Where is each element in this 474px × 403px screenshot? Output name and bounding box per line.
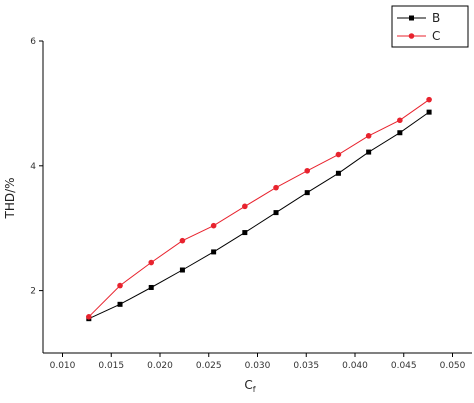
series-b-point <box>273 210 279 216</box>
series-b-point <box>242 230 248 236</box>
series-b-point <box>117 301 123 307</box>
series-c-line <box>88 99 430 318</box>
series-b-point <box>304 190 310 196</box>
series-c-point <box>86 314 92 320</box>
legend-item-b-marker <box>409 15 414 21</box>
series-b-point <box>366 149 372 155</box>
y-ticks: 2 4 6 <box>30 37 43 297</box>
legend-item-c-label: C <box>432 29 440 43</box>
series-b-point <box>335 170 341 176</box>
legend-items: BC <box>397 11 440 43</box>
x-tick-label: 0.045 <box>391 361 417 371</box>
x-tick-label: 0.025 <box>196 361 222 371</box>
series-b-point <box>211 249 217 255</box>
series-c-point <box>365 133 372 139</box>
x-tick-label: 0.030 <box>245 361 271 371</box>
series-b-point <box>179 267 185 273</box>
x-tick-label: 0.015 <box>98 361 124 371</box>
series-c-point <box>210 222 217 229</box>
axes <box>42 41 472 354</box>
series-c-point <box>273 184 279 191</box>
series-b-point <box>426 109 432 115</box>
series-b-point <box>148 284 154 290</box>
y-tick-label: 6 <box>30 37 36 47</box>
series-c-point <box>242 203 248 210</box>
series-c-point <box>426 96 432 103</box>
x-tick-label: 0.010 <box>50 361 76 371</box>
y-axis-title: THD/% <box>3 177 17 219</box>
x-tick-label: 0.040 <box>342 361 368 371</box>
series-layer <box>86 96 432 322</box>
series-c-point <box>148 259 155 266</box>
legend-item-b: B <box>397 11 440 25</box>
x-axis-title-main: C <box>244 378 252 392</box>
legend-item-b-label: B <box>432 11 440 25</box>
series-b-line <box>88 111 430 320</box>
series-c-point <box>179 237 186 244</box>
legend-box <box>391 5 469 48</box>
series-c-point <box>117 282 123 289</box>
legend: BC <box>391 5 469 48</box>
x-tick-label: 0.035 <box>293 361 319 371</box>
series-c-point <box>304 167 311 174</box>
legend-item-c: C <box>397 29 440 43</box>
y-tick-label: 4 <box>30 162 36 172</box>
series-c-point <box>397 117 403 124</box>
x-ticks: 0.010 0.015 0.020 0.025 0.030 0.035 0.040 0.045… <box>50 353 466 371</box>
x-axis-title-subscript: f <box>253 385 256 394</box>
y-tick-label: 2 <box>30 287 36 297</box>
x-axis-title: Cf <box>244 378 255 394</box>
x-tick-label: 0.020 <box>147 361 173 371</box>
series-c-point <box>335 151 342 158</box>
legend-item-c-marker <box>408 33 415 39</box>
x-tick-label: 0.050 <box>440 361 466 371</box>
series-b-point <box>397 130 403 136</box>
